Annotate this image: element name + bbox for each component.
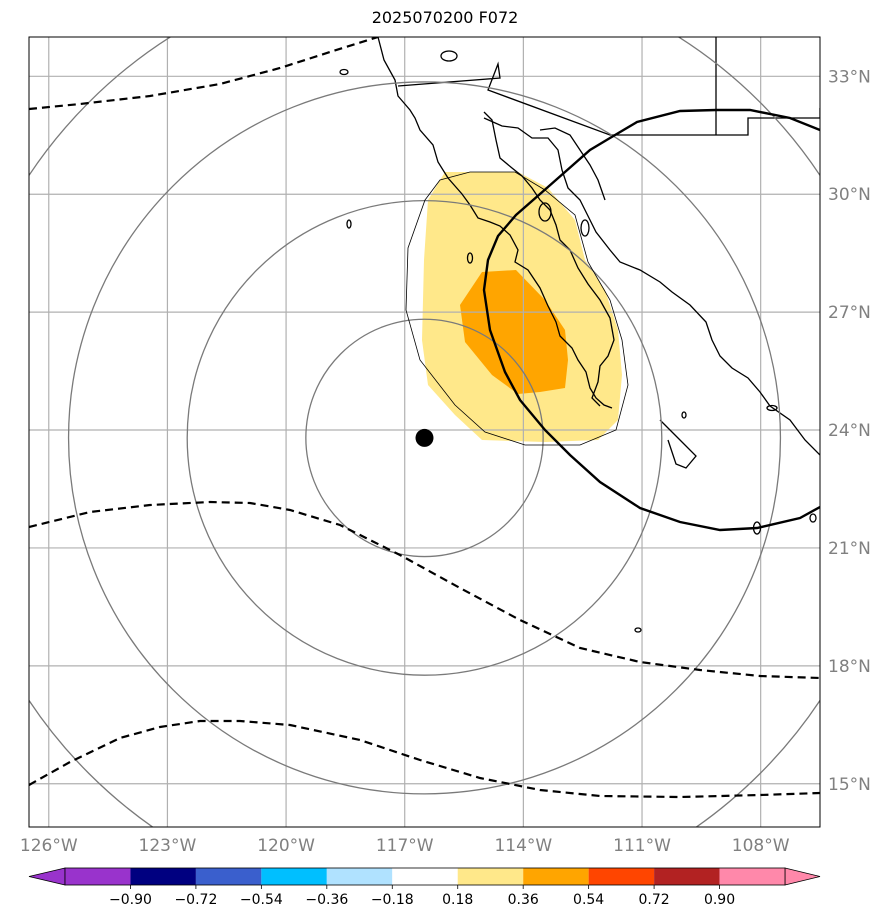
colorbar-segment <box>523 868 589 885</box>
colorbar-outline <box>64 867 786 886</box>
lat-tick-label: 24°N <box>828 421 871 441</box>
colorbar-segment <box>588 868 655 885</box>
colorbar-extend-max <box>784 867 821 886</box>
lon-tick-label: 111°W <box>613 836 671 856</box>
range-ring <box>67 81 782 795</box>
forecast-cone <box>482 108 820 532</box>
sonora-interior-coast <box>539 127 606 201</box>
lon-tick-label: 114°W <box>494 836 552 856</box>
mainland-mexico-coast <box>483 117 820 456</box>
colorbar-segment <box>457 868 524 885</box>
lat-tick-label: 18°N <box>828 657 871 677</box>
dashed-contours <box>29 37 820 799</box>
colorbar-tick-label: 0.72 <box>639 892 670 908</box>
colorbar-segment <box>195 868 262 885</box>
lon-tick-label: 120°W <box>257 836 315 856</box>
island-5 <box>580 219 590 237</box>
island-3 <box>346 219 352 229</box>
graticule <box>29 37 820 827</box>
lon-tick-label: 108°W <box>732 836 790 856</box>
lon-tick-label: 126°W <box>20 836 78 856</box>
colorbar-tick-label: −0.90 <box>109 892 152 908</box>
coastlines <box>339 37 820 633</box>
island-10 <box>634 627 642 633</box>
colorbar-segment <box>654 868 720 885</box>
colorbar-segment <box>326 868 393 885</box>
shade-orange-area <box>460 270 568 394</box>
island-11 <box>766 404 778 412</box>
lat-tick-label: 27°N <box>828 303 871 323</box>
island-9 <box>809 513 817 523</box>
map-frame <box>28 36 821 828</box>
colorbar-tick-label: −0.72 <box>174 892 217 908</box>
colorbar-tick-label: 0.18 <box>442 892 473 908</box>
colorbar-segment <box>261 868 327 885</box>
colorbar-segment <box>392 868 458 885</box>
lat-tick-label: 15°N <box>828 775 871 795</box>
colorbar-segment <box>65 868 131 885</box>
colorbar-tick-label: 0.54 <box>573 892 604 908</box>
colorbar-segment <box>130 868 196 885</box>
colorbar-extend-min <box>28 867 66 886</box>
lon-tick-label: 117°W <box>376 836 434 856</box>
latitude-labels: 33°N 30°N 27°N 24°N 21°N 18°N 15°N <box>828 67 871 794</box>
baja-west-coast <box>377 37 613 409</box>
island-7 <box>681 411 687 419</box>
storm-center-marker <box>415 428 434 447</box>
longitude-labels: 126°W 123°W 120°W 117°W 114°W 111°W 108°W <box>20 836 790 856</box>
lat-tick-label: 33°N <box>828 67 871 87</box>
dashed-contour-south <box>29 719 820 799</box>
colorbar: −0.90 −0.72 −0.54 −0.36 −0.18 0.18 0.36 0.54 0.7… <box>28 867 821 908</box>
island-4 <box>538 202 552 222</box>
island-2 <box>339 68 349 76</box>
island-6 <box>466 252 474 264</box>
island-1 <box>440 50 458 62</box>
tres-marias-coast <box>659 419 697 469</box>
colorbar-tick-label: 0.90 <box>704 892 735 908</box>
lat-tick-label: 30°N <box>828 185 871 205</box>
map-title: 2025070200 F072 <box>371 8 519 27</box>
lon-tick-label: 123°W <box>139 836 197 856</box>
colorbar-tick-label: −0.18 <box>371 892 414 908</box>
colorbar-tick-label: 0.36 <box>508 892 539 908</box>
colorbar-tick-label: −0.36 <box>305 892 348 908</box>
thin-contour <box>405 171 629 446</box>
lat-tick-label: 21°N <box>828 539 871 559</box>
dashed-contour-mid <box>29 500 820 680</box>
colorbar-tick-label: −0.54 <box>240 892 283 908</box>
colorbar-segment <box>719 868 785 885</box>
dashed-contour-north <box>29 37 379 111</box>
range-ring <box>305 318 544 558</box>
baja-east-coast <box>483 111 615 407</box>
